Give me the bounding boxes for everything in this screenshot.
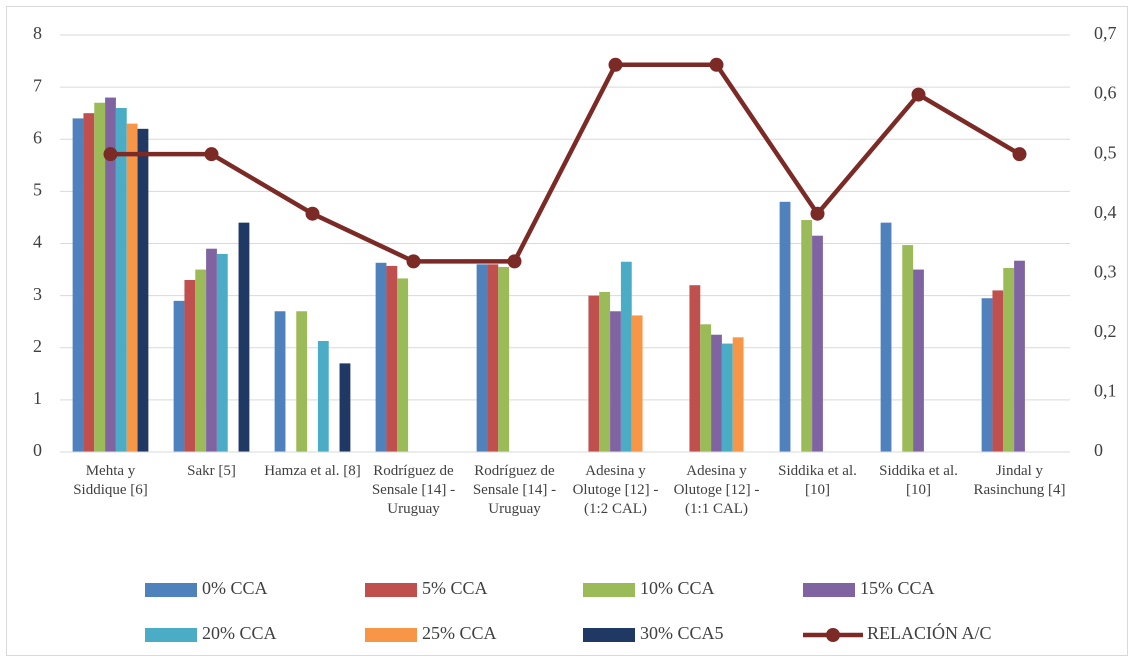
y-tick-label: 5 — [33, 180, 42, 200]
bar — [184, 279, 196, 452]
bar — [812, 235, 823, 452]
legend-swatch — [145, 583, 197, 597]
bar — [700, 324, 712, 452]
bar — [94, 102, 106, 452]
line-marker — [810, 206, 825, 221]
bar — [732, 337, 744, 452]
bar — [296, 311, 308, 452]
bar — [913, 269, 924, 452]
line — [110, 62, 1021, 264]
y-tick-label: 8 — [33, 23, 42, 43]
y2-tick-label: 0,7 — [1094, 23, 1117, 43]
bar — [274, 311, 286, 452]
bar — [195, 269, 207, 452]
line-marker — [406, 254, 421, 269]
x-tick-label: Mehta y Siddique [6] — [73, 463, 148, 498]
line-marker — [204, 147, 219, 162]
line-marker — [608, 57, 623, 72]
bar — [206, 248, 217, 452]
bar — [801, 220, 813, 452]
bar — [631, 315, 643, 452]
line-marker — [103, 147, 118, 162]
bar — [588, 295, 600, 452]
legend-label: 30% CCA5 — [640, 623, 724, 643]
bar — [173, 300, 185, 452]
y2-tick-label: 0 — [1094, 440, 1103, 460]
bar — [880, 222, 892, 452]
bar — [620, 261, 632, 452]
line-marker — [507, 254, 522, 269]
x-tick-label: Hamza et al. [8] — [264, 463, 361, 479]
bar — [689, 285, 701, 452]
bar — [992, 290, 1004, 452]
line-marker — [911, 87, 926, 102]
x-tick-label: Siddika et al. [10] — [778, 463, 857, 498]
legend-label: 10% CCA — [640, 578, 715, 598]
legend-swatch — [365, 583, 417, 597]
legend-label: 25% CCA — [422, 623, 497, 643]
y-tick-label: 7 — [33, 75, 42, 95]
line-marker — [305, 206, 320, 221]
bar — [216, 253, 228, 452]
legend-label: 0% CCA — [202, 578, 268, 598]
bar — [386, 265, 398, 452]
bar — [1014, 260, 1025, 452]
legend-swatch — [803, 583, 855, 597]
x-tick-label: Jindal y Rasinchung [4] — [973, 463, 1066, 498]
bar — [981, 298, 993, 452]
x-tick-label: Adesina y Olutoge [12] - (1:2 CAL) — [572, 463, 659, 517]
y-tick-label: 6 — [33, 127, 42, 147]
x-tick-label: Sakr [5] — [187, 463, 236, 479]
y-tick-label: 4 — [33, 232, 42, 252]
x-tick-label: Rodríguez de Sensale [14] - Uruguay — [371, 463, 456, 517]
bar — [339, 363, 351, 452]
legend-label: 20% CCA — [202, 623, 277, 643]
bar — [83, 113, 95, 452]
legend-swatch — [583, 583, 635, 597]
bar — [902, 245, 914, 452]
line-marker — [709, 57, 724, 72]
bar — [317, 340, 329, 452]
bar — [238, 222, 250, 452]
y2-tick-label: 0,6 — [1094, 83, 1117, 103]
bar — [397, 278, 409, 452]
y2-tick-label: 0,5 — [1094, 142, 1117, 162]
bar — [711, 334, 722, 452]
legend-marker — [826, 628, 840, 642]
bar — [375, 262, 387, 452]
bar — [721, 343, 733, 452]
y2-tick-label: 0,3 — [1094, 261, 1117, 281]
x-tick-label: Rodríguez de Sensale [14] - Uruguay — [472, 463, 557, 517]
y-tick-label: 0 — [33, 440, 42, 460]
y2-tick-label: 0,1 — [1094, 381, 1117, 401]
bar — [126, 123, 138, 453]
bar — [779, 201, 791, 452]
y-tick-label: 2 — [33, 336, 42, 356]
legend-swatch — [145, 628, 197, 642]
bar — [105, 97, 116, 453]
bar — [487, 264, 499, 452]
x-tick-label: Adesina y Olutoge [12] - (1:1 CAL) — [673, 463, 760, 517]
x-tick-label: Siddika et al. [10] — [879, 463, 958, 498]
bar — [137, 128, 149, 452]
y2-tick-label: 0,2 — [1094, 321, 1117, 341]
legend-label: 15% CCA — [860, 578, 935, 598]
legend-label: RELACIÓN A/C — [867, 622, 992, 643]
bar — [72, 118, 84, 453]
bar — [1003, 267, 1015, 452]
bar — [476, 264, 488, 452]
bar — [498, 266, 510, 452]
bar — [599, 291, 611, 452]
y-tick-label: 3 — [33, 284, 42, 304]
legend-swatch — [583, 628, 635, 642]
y2-tick-label: 0,4 — [1094, 202, 1117, 222]
legend-label: 5% CCA — [422, 578, 488, 598]
line-marker — [1012, 147, 1027, 162]
legend-swatch — [365, 628, 417, 642]
bar — [610, 311, 621, 452]
bar — [115, 107, 127, 452]
y-tick-label: 1 — [33, 388, 42, 408]
